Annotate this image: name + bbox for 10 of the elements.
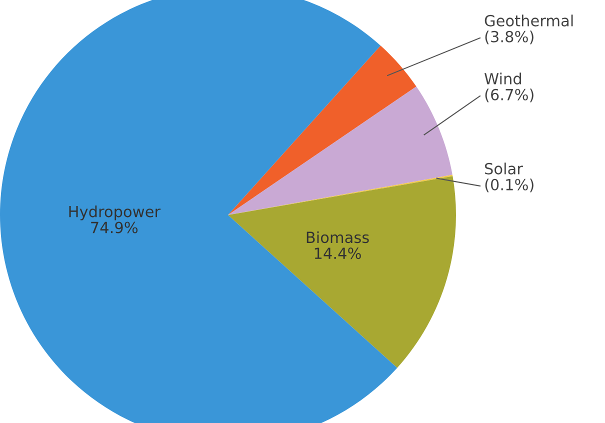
data-label: 14.4% (314, 248, 361, 260)
slice-label: Wind (484, 72, 521, 84)
data-label: (6.7%) (485, 88, 534, 102)
data-label: (3.8%) (485, 30, 534, 44)
data-label: (0.1%) (485, 178, 534, 192)
slice-label: Biomass (306, 231, 369, 244)
data-label: 74.9% (91, 222, 138, 234)
slice-label: Hydropower (69, 206, 161, 220)
slice-label: Solar (485, 162, 523, 174)
slice-label: Geothermal (484, 14, 573, 26)
